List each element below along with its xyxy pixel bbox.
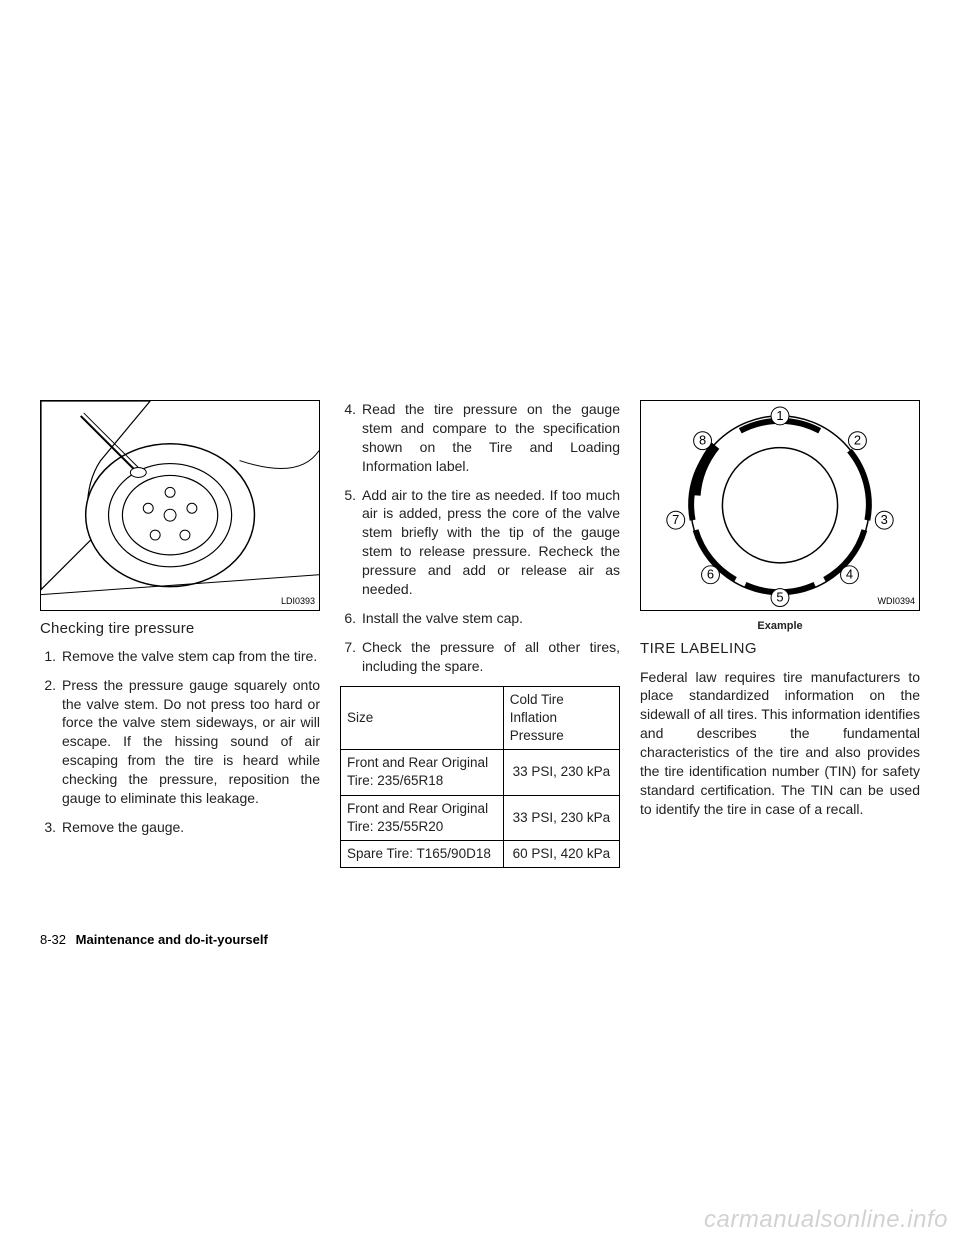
column-2: 4.Read the tire pressure on the gauge st… [340, 400, 620, 868]
svg-text:6: 6 [707, 567, 714, 582]
table-cell: Front and Rear Original Tire: 235/65R18 [341, 750, 504, 795]
table-cell: 60 PSI, 420 kPa [503, 841, 619, 868]
watermark: carmanualsonline.info [704, 1206, 948, 1234]
tire-gauge-illustration [41, 401, 319, 610]
step-1: 1.Remove the valve stem cap from the tir… [40, 647, 320, 666]
table-row: Size Cold Tire Inflation Pressure [341, 686, 620, 750]
svg-text:1: 1 [776, 408, 783, 423]
step-6: 6.Install the valve stem cap. [340, 609, 620, 628]
pressure-table: Size Cold Tire Inflation Pressure Front … [340, 686, 620, 869]
steps-list-2: 4.Read the tire pressure on the gauge st… [340, 400, 620, 676]
step-4: 4.Read the tire pressure on the gauge st… [340, 400, 620, 476]
table-cell: Spare Tire: T165/90D18 [341, 841, 504, 868]
table-cell: 33 PSI, 230 kPa [503, 750, 619, 795]
svg-text:8: 8 [699, 433, 706, 448]
table-row: Front and Rear Original Tire: 235/55R20 … [341, 795, 620, 840]
section-title: Maintenance and do-it-yourself [76, 932, 268, 947]
table-row: Front and Rear Original Tire: 235/65R18 … [341, 750, 620, 795]
tire-label-illustration: 1 2 3 4 5 6 7 8 [641, 401, 919, 610]
figure-caption: Example [640, 619, 920, 634]
svg-text:4: 4 [846, 567, 853, 582]
table-header-size: Size [341, 686, 504, 750]
tire-labeling-body: Federal law requires tire manufacturers … [640, 668, 920, 819]
manual-page: LDI0393 Checking tire pressure 1.Remove … [0, 0, 960, 1242]
page-footer: 8-32 Maintenance and do-it-yourself [40, 932, 268, 947]
tire-labeling-heading: TIRE LABELING [640, 639, 920, 659]
checking-pressure-heading: Checking tire pressure [40, 619, 320, 639]
table-cell: Front and Rear Original Tire: 235/55R20 [341, 795, 504, 840]
column-1: LDI0393 Checking tire pressure 1.Remove … [40, 400, 320, 868]
step-3: 3.Remove the gauge. [40, 818, 320, 837]
figure-tire-label: 1 2 3 4 5 6 7 8 WDI0394 [640, 400, 920, 611]
column-3: 1 2 3 4 5 6 7 8 WDI0394 Example TIRE LAB… [640, 400, 920, 868]
svg-text:2: 2 [854, 433, 861, 448]
step-7: 7.Check the pressure of all other tires,… [340, 638, 620, 676]
svg-text:7: 7 [672, 512, 679, 527]
page-number: 8-32 [40, 932, 66, 947]
step-5: 5.Add air to the tire as needed. If too … [340, 486, 620, 599]
table-row: Spare Tire: T165/90D18 60 PSI, 420 kPa [341, 841, 620, 868]
table-cell: 33 PSI, 230 kPa [503, 795, 619, 840]
figure-code-1: LDI0393 [281, 595, 315, 607]
steps-list-1: 1.Remove the valve stem cap from the tir… [40, 647, 320, 837]
step-2: 2.Press the pressure gauge squarely onto… [40, 676, 320, 808]
table-header-pressure: Cold Tire Inflation Pressure [503, 686, 619, 750]
svg-text:5: 5 [776, 590, 783, 605]
figure-code-2: WDI0394 [877, 595, 915, 607]
figure-tire-gauge: LDI0393 [40, 400, 320, 611]
content-columns: LDI0393 Checking tire pressure 1.Remove … [40, 400, 920, 868]
svg-text:3: 3 [881, 512, 888, 527]
